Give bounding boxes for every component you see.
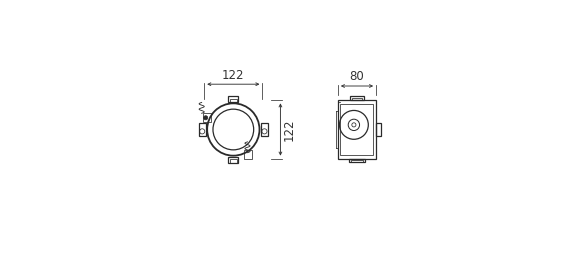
Bar bbox=[203, 113, 211, 122]
Text: 122: 122 bbox=[283, 118, 296, 141]
Text: 122: 122 bbox=[222, 69, 245, 82]
Bar bbox=[230, 159, 237, 163]
Circle shape bbox=[204, 116, 208, 120]
Bar bbox=[244, 150, 252, 159]
Bar bbox=[352, 98, 362, 100]
Bar bbox=[338, 100, 376, 159]
Bar bbox=[198, 123, 206, 136]
Bar bbox=[229, 156, 238, 163]
Bar bbox=[376, 123, 380, 136]
Bar bbox=[350, 96, 364, 100]
Bar bbox=[349, 159, 365, 162]
Bar bbox=[229, 96, 238, 103]
Bar bbox=[340, 104, 374, 155]
Bar bbox=[261, 123, 268, 136]
Bar bbox=[230, 99, 237, 103]
Bar bbox=[351, 160, 363, 162]
Text: 80: 80 bbox=[350, 70, 364, 83]
